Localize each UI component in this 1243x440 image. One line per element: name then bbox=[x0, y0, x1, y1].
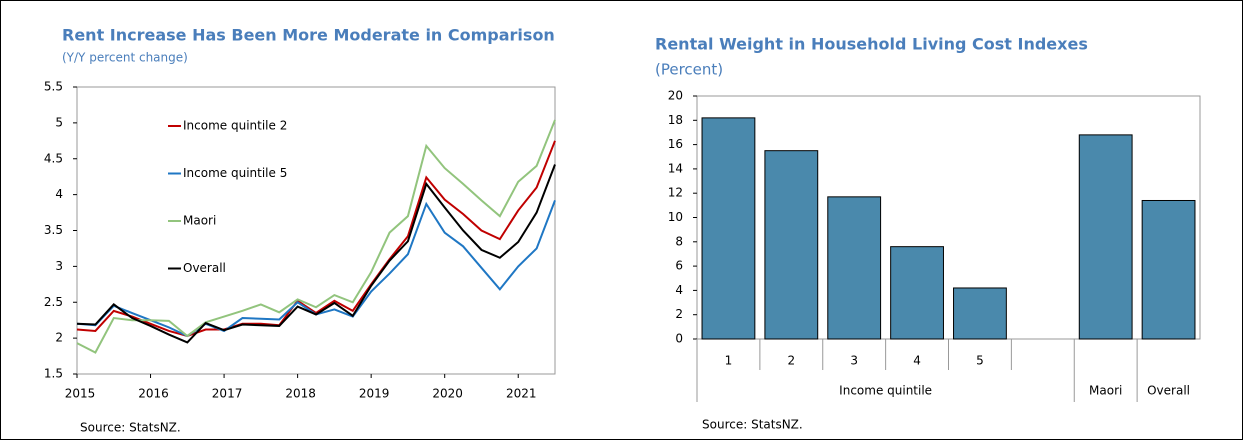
y-tick-label: 6 bbox=[675, 259, 683, 273]
bar bbox=[1141, 199, 1196, 340]
y-tick-label: 3.5 bbox=[44, 223, 63, 237]
y-tick-label: 16 bbox=[668, 137, 683, 151]
x-tick-label: 2020 bbox=[432, 387, 463, 401]
y-tick-label: 2.5 bbox=[44, 295, 63, 309]
x-tick-label: 2017 bbox=[212, 387, 243, 401]
x-tick-label: 1 bbox=[725, 354, 733, 368]
bar bbox=[953, 287, 1007, 340]
bar bbox=[701, 117, 756, 340]
series-line bbox=[76, 119, 556, 354]
bar bbox=[827, 196, 882, 340]
x-tick-label: 2021 bbox=[506, 387, 537, 401]
x-tick-label: 2 bbox=[787, 354, 795, 368]
legend-label: Maori bbox=[183, 214, 216, 228]
legend-label: Overall bbox=[183, 261, 226, 275]
y-tick-label: 2 bbox=[55, 331, 63, 345]
y-tick-label: 5.5 bbox=[44, 80, 63, 94]
y-tick-label: 14 bbox=[668, 161, 683, 175]
y-tick-label: 4.5 bbox=[44, 151, 63, 165]
source-note: Source: StatsNZ. bbox=[702, 418, 803, 432]
group-label: Maori bbox=[1089, 384, 1122, 398]
x-tick-label: 3 bbox=[850, 354, 858, 368]
chart-title: Rental Weight in Household Living Cost I… bbox=[655, 35, 1088, 54]
y-tick-label: 3 bbox=[55, 259, 63, 273]
y-tick-label: 8 bbox=[675, 234, 683, 248]
y-tick-label: 0 bbox=[675, 332, 683, 346]
x-tick-label: 2016 bbox=[138, 387, 169, 401]
y-tick-label: 5 bbox=[55, 115, 63, 129]
y-tick-label: 4 bbox=[55, 187, 63, 201]
y-tick-label: 18 bbox=[668, 113, 683, 127]
chart-title: Rent Increase Has Been More Moderate in … bbox=[62, 26, 555, 45]
x-tick-label: 5 bbox=[976, 354, 984, 368]
y-tick-label: 20 bbox=[668, 89, 683, 103]
bar bbox=[1078, 134, 1133, 340]
y-tick-label: 10 bbox=[668, 210, 683, 224]
bar bbox=[890, 246, 944, 340]
y-tick-label: 1.5 bbox=[44, 367, 63, 381]
x-tick-label: 2018 bbox=[285, 387, 316, 401]
legend-label: Income quintile 2 bbox=[183, 119, 287, 133]
x-tick-label: 2019 bbox=[359, 387, 390, 401]
group-label: Overall bbox=[1147, 384, 1190, 398]
chart-subtitle: (Y/Y percent change) bbox=[62, 51, 188, 65]
series-line bbox=[76, 140, 556, 338]
series-line bbox=[76, 164, 556, 344]
y-tick-label: 12 bbox=[668, 186, 683, 200]
legend-label: Income quintile 5 bbox=[183, 166, 287, 180]
series-line bbox=[76, 200, 556, 338]
y-tick-label: 2 bbox=[675, 307, 683, 321]
y-tick-label: 4 bbox=[675, 283, 683, 297]
group-label: Income quintile bbox=[839, 384, 932, 398]
x-tick-label: 4 bbox=[913, 354, 921, 368]
bar bbox=[764, 150, 819, 340]
chart-subtitle: (Percent) bbox=[655, 61, 723, 79]
x-tick-label: 2015 bbox=[65, 387, 96, 401]
source-note: Source: StatsNZ. bbox=[80, 421, 181, 435]
